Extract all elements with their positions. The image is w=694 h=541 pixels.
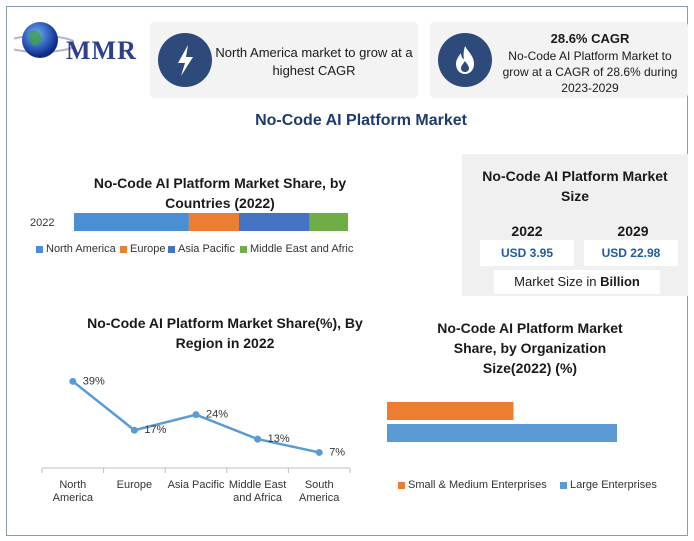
legend-swatch — [120, 245, 127, 253]
x-tick-label-south-america: South America — [299, 479, 340, 504]
x-tick-label-asia-pacific: Asia Pacific — [168, 479, 225, 491]
cagr-text: No-Code AI Platform Market to grow at a … — [502, 49, 678, 95]
data-point-north-america — [69, 377, 77, 385]
caption-prefix: Market Size in — [514, 274, 601, 289]
legend-swatch — [36, 245, 43, 253]
data-point-middle-east-and-africa — [254, 435, 262, 443]
organization-size-bar-chart — [387, 402, 617, 442]
legend-item-small-medium-enterprises: Small & Medium Enterprises — [398, 479, 547, 491]
legend-label: Asia Pacific — [178, 243, 235, 255]
page-title: No-Code AI Platform Market — [255, 112, 467, 129]
country-share-chart: 2022 — [30, 213, 348, 231]
bar-segment-middle-east-and-afric — [309, 213, 348, 231]
legend-swatch — [560, 481, 567, 489]
market-size-2022-value: USD 3.95 — [480, 240, 574, 266]
bar-large-enterprises — [387, 424, 617, 442]
logo-text: MMR — [66, 36, 137, 65]
market-size-caption: Market Size in Billion — [494, 270, 660, 294]
mmr-logo: MMR — [3, 14, 144, 74]
market-size-card: No-Code AI Platform Market Size 2022 202… — [462, 154, 688, 296]
caption-unit: Billion — [600, 274, 640, 289]
lightning-bolt-icon — [158, 33, 212, 87]
year-2022-label: 2022 — [511, 223, 543, 239]
legend-item-europe: Europe — [120, 243, 165, 255]
x-tick-label-europe: Europe — [117, 479, 152, 491]
cagr-card: 28.6% CAGR No-Code AI Platform Market to… — [430, 22, 688, 98]
bar-small-medium-enterprises — [387, 402, 514, 420]
legend-swatch — [240, 245, 247, 253]
data-point-asia-pacific — [192, 411, 200, 419]
market-size-2029-value: USD 22.98 — [584, 240, 678, 266]
legend-swatch — [168, 245, 175, 253]
data-label-europe: 17% — [144, 424, 166, 436]
data-label-south-america: 7% — [329, 446, 345, 458]
data-point-south-america — [315, 448, 323, 456]
data-label-asia-pacific: 24% — [206, 409, 228, 421]
flame-icon — [438, 33, 492, 87]
legend-label: Europe — [130, 243, 166, 255]
legend-item-north-america: North America — [36, 243, 116, 255]
region-share-chart-title: No-Code AI Platform Market Share(%), By … — [87, 315, 363, 351]
legend-label: Middle East and Afric — [250, 243, 354, 255]
globe-icon — [3, 22, 77, 58]
bar-segment-north-america — [74, 213, 189, 231]
data-label-north-america: 39% — [83, 375, 105, 387]
cagr-title: 28.6% CAGR — [550, 31, 630, 46]
data-label-middle-east-and-africa: 13% — [268, 433, 290, 445]
legend-label: Large Enterprises — [570, 479, 657, 491]
highlight-text: North America market to grow at a highes… — [215, 45, 413, 78]
region-share-line-chart: 39% 17% 24% 13% 7% North America Europe Asia Pac… — [41, 375, 351, 504]
x-tick-label-middle-east-and-africa: Middle East and Africa — [229, 479, 286, 504]
category-label-2022: 2022 — [30, 217, 54, 229]
country-share-chart-title: No-Code AI Platform Market Share, by Cou… — [93, 175, 347, 211]
legend-label: Small & Medium Enterprises — [408, 479, 547, 491]
legend-item-middle-east-and-afric: Middle East and Afric — [240, 243, 353, 255]
x-tick-label-north-america: North America — [53, 479, 94, 504]
legend-label: North America — [46, 243, 116, 255]
legend-swatch — [398, 481, 405, 489]
legend-item-asia-pacific: Asia Pacific — [168, 243, 235, 255]
organization-size-chart-title: No-Code AI Platform Market Share, by Org… — [437, 320, 623, 376]
bar-segment-europe — [188, 213, 239, 231]
data-point-europe — [130, 426, 138, 434]
year-2029-label: 2029 — [617, 223, 649, 239]
bar-segment-asia-pacific — [238, 213, 310, 231]
market-size-title: No-Code AI Platform Market Size — [482, 168, 668, 204]
highlight-card-region: North America market to grow at a highes… — [150, 22, 418, 98]
legend-item-large-enterprises: Large Enterprises — [560, 479, 657, 491]
